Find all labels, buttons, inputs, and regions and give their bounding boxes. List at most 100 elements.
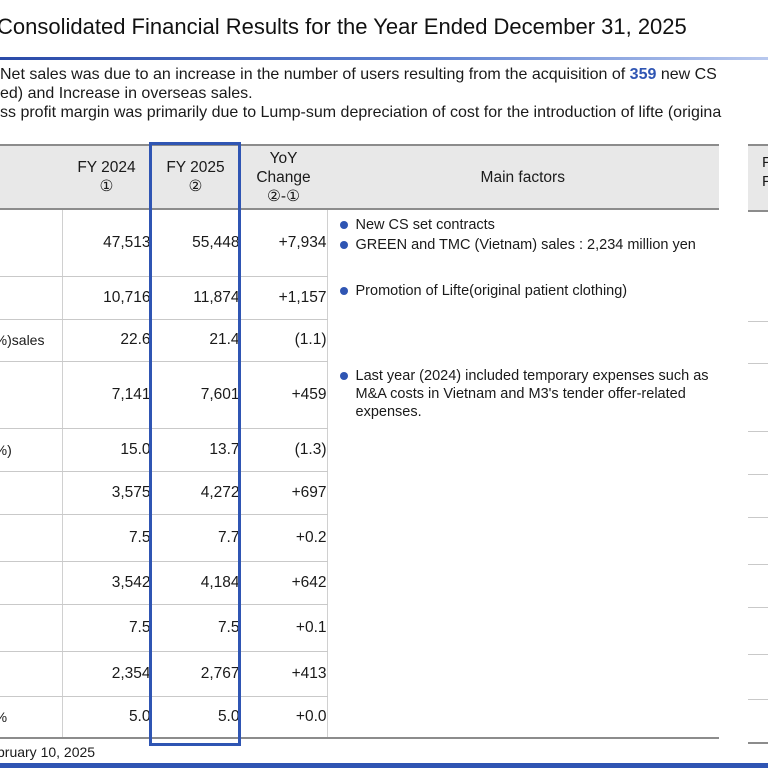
cell-change: (1.1) bbox=[239, 319, 327, 362]
cell-fy2024: 3,542 bbox=[61, 561, 151, 605]
table-row: (%) 15.0 13.7 (1.3) bbox=[0, 428, 719, 472]
header-sub: ② bbox=[188, 178, 203, 195]
cell-fy2025: 4,272 bbox=[150, 471, 240, 515]
right-side-table: F F bbox=[748, 144, 768, 744]
summary-line-2: ed) and Increase in overseas sales. bbox=[0, 85, 253, 102]
cell-change: +697 bbox=[239, 471, 327, 515]
table-row: 7,141 7,601 +459 Last year (2024) includ… bbox=[0, 361, 719, 429]
row-divider bbox=[748, 517, 768, 518]
row-divider bbox=[748, 699, 768, 700]
header-item bbox=[0, 144, 62, 210]
header-label: FY 2025 bbox=[166, 159, 225, 176]
right-header-label: F bbox=[762, 154, 768, 171]
cell-fy2025: 5.0 bbox=[150, 696, 240, 739]
cell-fy2024: 2,354 bbox=[61, 651, 151, 697]
cell-change: +459 bbox=[239, 361, 327, 429]
header-label: YoY bbox=[269, 149, 298, 167]
header-yoy-change: YoY Change ②-① bbox=[240, 144, 327, 210]
header-sub: ②-① bbox=[267, 187, 300, 205]
row-label bbox=[0, 276, 62, 320]
header-fy2025: FY 2025 ② bbox=[151, 144, 240, 210]
cell-change: +1,157 bbox=[239, 276, 327, 320]
summary-line-1: Net sales was due to an increase in the … bbox=[0, 66, 717, 84]
cell-fy2024: 5.0 bbox=[61, 696, 151, 739]
summary-text: new CS bbox=[656, 66, 717, 83]
cell-fy2025: 7.7 bbox=[150, 514, 240, 562]
cell-change: +0.1 bbox=[239, 604, 327, 652]
row-label bbox=[0, 361, 62, 429]
factors-cell bbox=[326, 604, 719, 651]
cell-fy2025: 7.5 bbox=[150, 604, 240, 652]
header-label: FY 2024 bbox=[77, 159, 136, 176]
row-label bbox=[0, 514, 62, 562]
table-row: sales(%) 22.6 21.4 (1.1) bbox=[0, 319, 719, 362]
factor-item: New CS set contracts bbox=[336, 216, 719, 234]
bottom-accent-bar bbox=[0, 763, 768, 768]
row-divider bbox=[748, 474, 768, 475]
cell-change: +413 bbox=[239, 651, 327, 697]
table-row: 7.5 7.7 +0.2 bbox=[0, 514, 719, 562]
header-sub: ① bbox=[99, 178, 114, 195]
cell-fy2025: 2,767 bbox=[150, 651, 240, 697]
table-row: 7.5 7.5 +0.1 bbox=[0, 604, 719, 652]
cell-fy2025: 7,601 bbox=[150, 361, 240, 429]
cell-change: +0.0 bbox=[239, 696, 327, 739]
cell-change: +642 bbox=[239, 561, 327, 605]
factors-cell bbox=[326, 651, 719, 696]
row-divider bbox=[748, 607, 768, 608]
factor-item: GREEN and TMC (Vietnam) sales : 2,234 mi… bbox=[336, 236, 719, 254]
factors-cell bbox=[326, 696, 719, 739]
row-divider bbox=[748, 564, 768, 565]
cell-fy2025: 55,448 bbox=[150, 209, 240, 277]
factors-cell: Last year (2024) included temporary expe… bbox=[326, 361, 719, 428]
cell-fy2024: 7,141 bbox=[61, 361, 151, 429]
row-label bbox=[0, 209, 62, 277]
right-table-header: F F bbox=[748, 146, 768, 212]
cell-fy2024: 15.0 bbox=[61, 428, 151, 472]
factors-cell: Promotion of Lifte(original patient clot… bbox=[326, 276, 719, 319]
table-row: 3,575 4,272 +697 bbox=[0, 471, 719, 515]
factors-cell bbox=[326, 514, 719, 561]
table-row: 47,513 55,448 +7,934 New CS set contract… bbox=[0, 209, 719, 277]
row-label bbox=[0, 561, 62, 605]
cell-fy2024: 22.6 bbox=[61, 319, 151, 362]
footer-date: bruary 10, 2025 bbox=[0, 744, 96, 760]
row-label: (%) bbox=[0, 428, 62, 472]
cell-fy2025: 4,184 bbox=[150, 561, 240, 605]
row-label bbox=[0, 471, 62, 515]
factor-item: Promotion of Lifte(original patient clot… bbox=[336, 282, 719, 300]
summary-text: Net sales was due to an increase in the … bbox=[0, 66, 630, 83]
row-divider bbox=[748, 431, 768, 432]
row-label: %) bbox=[0, 696, 62, 739]
cell-fy2025: 11,874 bbox=[150, 276, 240, 320]
cell-change: (1.3) bbox=[239, 428, 327, 472]
factors-cell bbox=[326, 471, 719, 514]
factors-cell bbox=[326, 428, 719, 471]
row-label: sales(%) bbox=[0, 319, 62, 362]
table-row: 2,354 2,767 +413 bbox=[0, 651, 719, 697]
row-divider bbox=[748, 321, 768, 322]
cell-fy2025: 21.4 bbox=[150, 319, 240, 362]
table-row: 10,716 11,874 +1,157 Promotion of Lifte(… bbox=[0, 276, 719, 320]
right-header-label: F bbox=[762, 173, 768, 190]
header-main-factors: Main factors bbox=[327, 144, 719, 210]
cell-change: +0.2 bbox=[239, 514, 327, 562]
table-row: 3,542 4,184 +642 bbox=[0, 561, 719, 605]
row-label bbox=[0, 651, 62, 697]
cell-fy2024: 47,513 bbox=[61, 209, 151, 277]
cell-fy2024: 10,716 bbox=[61, 276, 151, 320]
factor-item: Last year (2024) included temporary expe… bbox=[336, 367, 719, 421]
summary-line-3: ss profit margin was primarily due to Lu… bbox=[0, 104, 722, 121]
cell-change: +7,934 bbox=[239, 209, 327, 277]
table-header-row: FY 2024 ① FY 2025 ② YoY Change ②-① Main fact… bbox=[0, 144, 719, 210]
header-label: Change bbox=[256, 168, 311, 186]
cell-fy2024: 7.5 bbox=[61, 604, 151, 652]
header-fy2024: FY 2024 ① bbox=[62, 144, 151, 210]
page-title: Consolidated Financial Results for the Y… bbox=[0, 14, 687, 39]
cell-fy2024: 3,575 bbox=[61, 471, 151, 515]
factors-cell bbox=[326, 561, 719, 604]
table-row: %) 5.0 5.0 +0.0 bbox=[0, 696, 719, 739]
factors-cell bbox=[326, 319, 719, 361]
row-divider bbox=[748, 363, 768, 364]
financial-results-table: FY 2024 ① FY 2025 ② YoY Change ②-① Main fact… bbox=[0, 144, 719, 739]
